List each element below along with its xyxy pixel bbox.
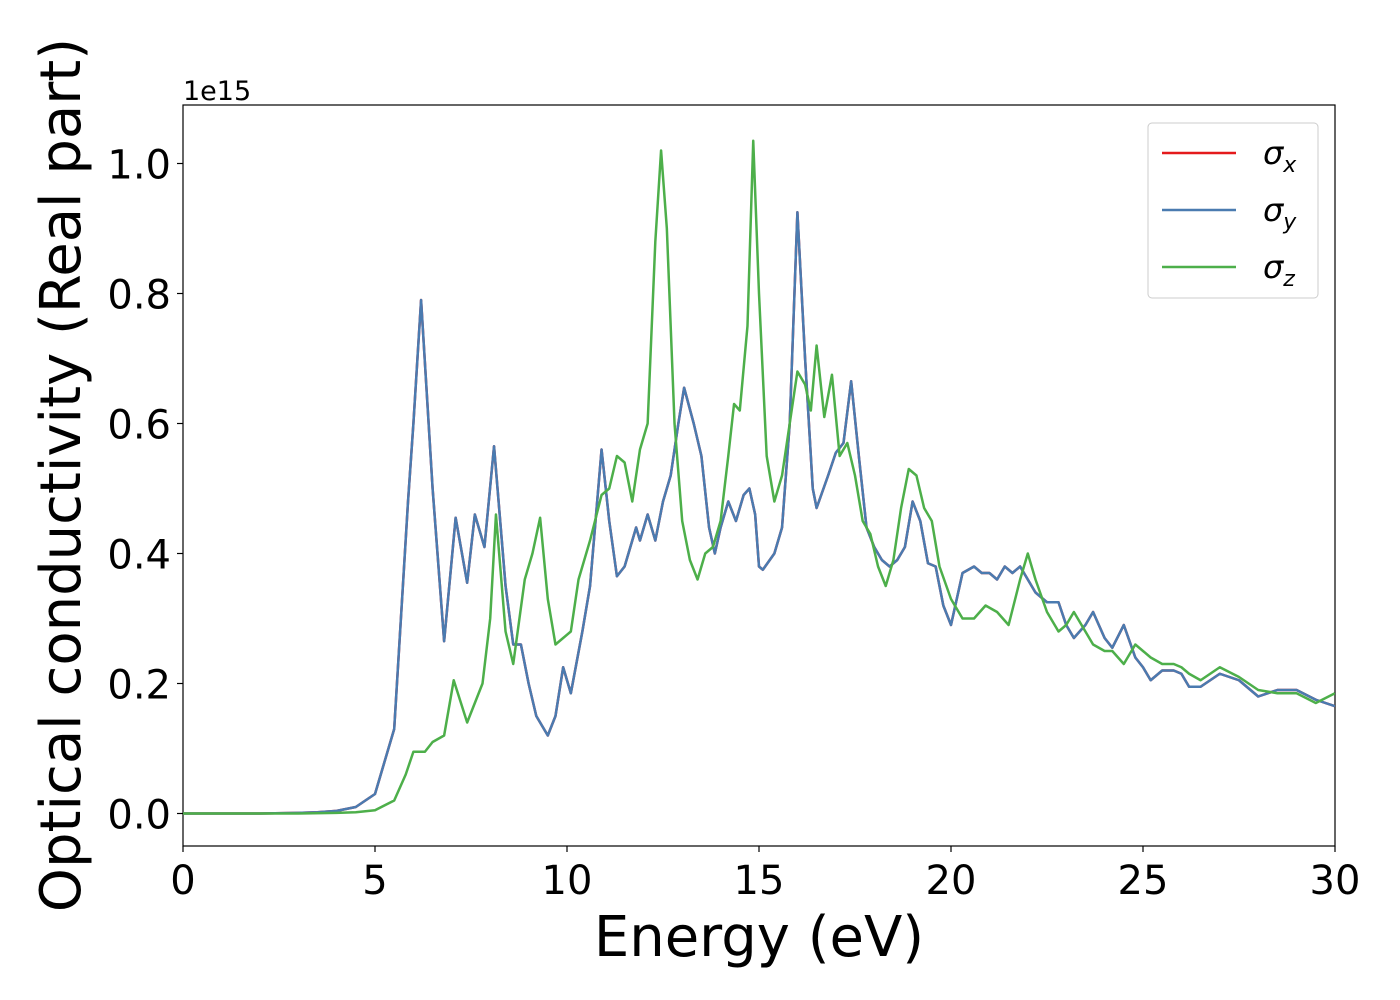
x-tick-label: 30 xyxy=(1310,858,1361,904)
legend-label: σz xyxy=(1263,248,1295,292)
y-tick-label: 0.4 xyxy=(107,533,171,579)
x-tick-label: 5 xyxy=(362,858,387,904)
x-tick-label: 20 xyxy=(926,858,977,904)
offset-label: 1e15 xyxy=(183,76,251,107)
legend: σx σy σz xyxy=(1147,122,1319,299)
lines xyxy=(183,139,1335,815)
x-tick-label: 0 xyxy=(170,858,195,904)
series-line xyxy=(183,211,1335,815)
y-axis-title: Optical conductivity (Real part) xyxy=(29,38,94,912)
y-tick-label: 0.2 xyxy=(107,663,171,709)
legend-label: σx xyxy=(1263,134,1297,178)
x-axis-title: Energy (eV) xyxy=(594,905,924,970)
y-tick-label: 0.0 xyxy=(107,793,171,839)
x-tick-label: 25 xyxy=(1118,858,1169,904)
x-tick-label: 10 xyxy=(542,858,593,904)
x-tick-label: 15 xyxy=(734,858,785,904)
y-tick-label: 1.0 xyxy=(107,143,171,189)
y-tick-label: 0.6 xyxy=(107,403,171,449)
series-line xyxy=(183,139,1335,815)
y-tick-label: 0.8 xyxy=(107,273,171,319)
legend-label: σy xyxy=(1263,191,1297,235)
